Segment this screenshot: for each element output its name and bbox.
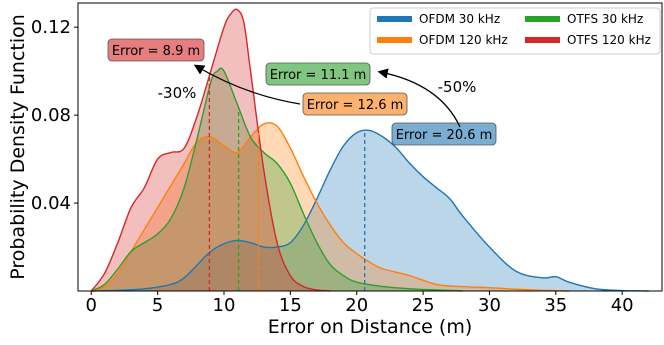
- legend-label: OFDM 30 kHz: [419, 12, 500, 26]
- legend: OFDM 30 kHz OFDM 120 kHz OTFS 30 kHz OTFS 1…: [370, 8, 660, 54]
- x-tick-label: 5: [152, 295, 163, 316]
- annotation-otfs-120-khz: Error = 8.9 m: [112, 44, 200, 59]
- legend-swatch: [525, 16, 560, 22]
- legend-swatch: [377, 16, 412, 22]
- annotation-ofdm-120-khz: Error = 12.6 m: [307, 98, 404, 113]
- x-axis-label: Error on Distance (m): [268, 316, 473, 338]
- annotation-minus-30: -30%: [158, 84, 197, 102]
- y-tick-label: 0.08: [31, 105, 71, 126]
- legend-label: OTFS 30 kHz: [567, 12, 643, 26]
- annotation-otfs-30-khz: Error = 11.1 m: [270, 68, 367, 83]
- legend-label: OFDM 120 kHz: [419, 33, 508, 47]
- x-tick-label: 30: [478, 295, 501, 316]
- y-tick-label: 0.12: [31, 17, 71, 38]
- annotations: Error = 8.9 m Error = 11.1 m Error = 12.6 …: [108, 39, 496, 145]
- x-tick-label: 10: [213, 295, 236, 316]
- legend-swatch: [525, 37, 560, 43]
- x-tick-label: 35: [544, 295, 567, 316]
- x-tick-label: 40: [611, 295, 634, 316]
- legend-label: OTFS 120 kHz: [567, 33, 651, 47]
- x-tick-label: 20: [345, 295, 368, 316]
- x-tick-label: 0: [86, 295, 97, 316]
- x-tick-label: 25: [412, 295, 435, 316]
- x-tick-label: 15: [279, 295, 302, 316]
- y-tick-label: 0.04: [31, 193, 71, 214]
- legend-swatch: [377, 37, 412, 43]
- annotation-ofdm-30-khz: Error = 20.6 m: [396, 128, 493, 143]
- annotation-minus-50: -50%: [438, 78, 477, 96]
- y-axis-label: Probability Density Function: [7, 14, 29, 280]
